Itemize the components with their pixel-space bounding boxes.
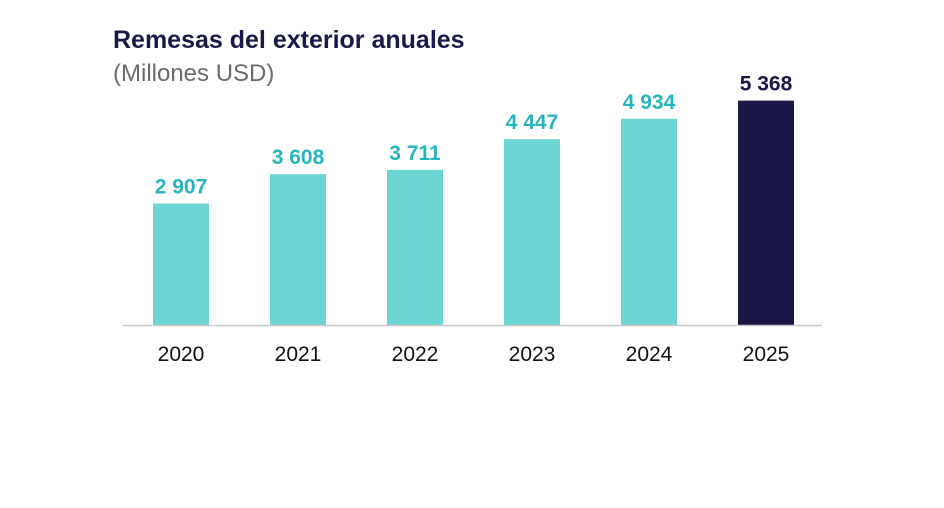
value-label-2023: 4 447 [506, 111, 559, 134]
x-tick-label-2023: 2023 [509, 343, 556, 366]
value-label-2024: 4 934 [623, 91, 676, 114]
bar-2023 [504, 139, 560, 325]
x-tick-label-2020: 2020 [158, 343, 205, 366]
value-label-2020: 2 907 [155, 175, 208, 198]
bar-2024 [621, 118, 677, 326]
value-label-2021: 3 608 [272, 146, 325, 169]
chart-subtitle: (Millones USD) [113, 60, 275, 87]
labels-group: 2 907 2020 3 608 2021 3 711 2022 4 447 2023 4 93… [155, 73, 793, 366]
bar-2021 [270, 174, 326, 325]
bar-2020 [153, 203, 209, 325]
bars-group [153, 100, 794, 326]
value-label-2025: 5 368 [740, 73, 793, 96]
x-tick-label-2022: 2022 [392, 343, 439, 366]
x-tick-label-2021: 2021 [275, 343, 322, 366]
bar-2025 [738, 100, 794, 325]
chart-title: Remesas del exterior anuales [113, 26, 465, 54]
x-tick-label-2024: 2024 [626, 343, 673, 366]
value-label-2022: 3 711 [389, 142, 441, 165]
bar-2022 [387, 169, 443, 325]
x-tick-label-2025: 2025 [743, 343, 790, 366]
